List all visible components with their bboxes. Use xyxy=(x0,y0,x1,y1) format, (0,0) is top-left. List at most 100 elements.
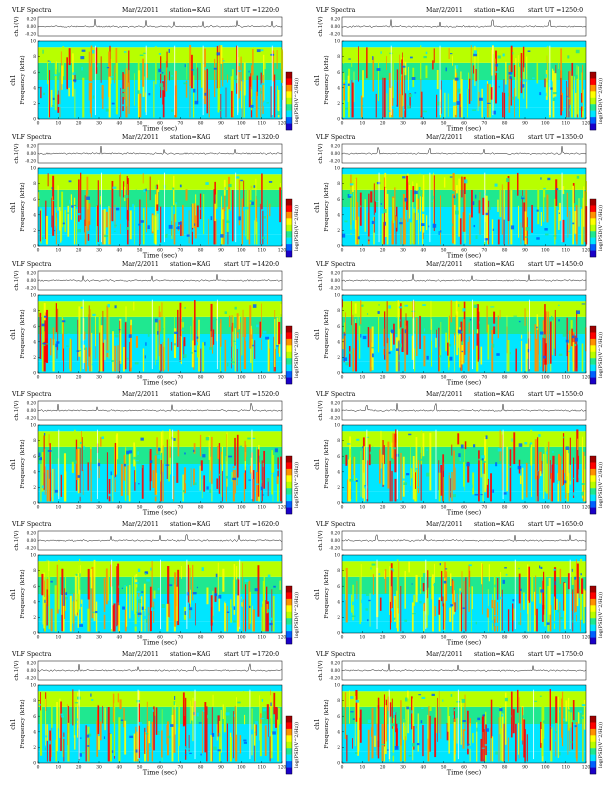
spectrogram-speck xyxy=(135,189,137,193)
spectrogram-speck xyxy=(277,111,281,115)
spectrogram-speck xyxy=(479,97,483,101)
colorbar-swatch xyxy=(286,244,292,251)
x-tick-label: 100 xyxy=(237,506,246,511)
spectrogram-speck xyxy=(495,63,498,67)
spectrogram-speck xyxy=(422,573,426,578)
spectrogram-speck xyxy=(42,237,44,240)
spectrogram-streak xyxy=(539,451,542,472)
spectrogram-streak xyxy=(412,698,414,761)
spectrogram-streak xyxy=(544,574,546,627)
y-tick-label: 10 xyxy=(30,554,36,559)
x-axis-label: Time (sec) xyxy=(447,252,482,260)
spectrogram-cells xyxy=(342,425,586,503)
spectrogram-streak xyxy=(43,572,45,629)
colorbar-swatch xyxy=(590,605,596,612)
spectrogram-streak xyxy=(383,77,386,118)
x-tick-label: 10 xyxy=(360,122,366,127)
spectrogram-speck xyxy=(137,612,142,615)
ch-axis-label: ch.1(V) xyxy=(317,530,324,550)
spectrogram-streak xyxy=(231,69,234,117)
spectrogram-speck xyxy=(218,473,222,476)
spectrogram-speck xyxy=(167,735,171,739)
spectrogram-streak xyxy=(389,702,392,717)
y-tick-label: 6 xyxy=(337,71,340,76)
spectrogram-streak xyxy=(546,55,548,83)
spectrogram-streak xyxy=(549,321,552,364)
spectrogram-streak xyxy=(575,722,578,759)
spectrogram-speck xyxy=(258,107,260,110)
spectrogram-streak xyxy=(192,203,194,228)
spectrogram-streak xyxy=(232,189,234,242)
panel-date: Mar/2/2011 xyxy=(426,521,463,528)
colorbar-swatch xyxy=(590,722,596,730)
spectrogram-streak xyxy=(142,207,145,245)
spectrogram-speck xyxy=(512,51,514,55)
spectrogram-streak xyxy=(201,479,203,499)
panel-header: VLF Spectra Mar/2/2011 station=KAG start UT… xyxy=(316,260,592,269)
spectrogram-streak xyxy=(221,209,224,220)
y-tick-label: 2 xyxy=(33,486,36,491)
channel-label: ch1 xyxy=(314,588,321,599)
spectrogram-speck xyxy=(225,712,230,716)
spectrogram-streak xyxy=(407,690,409,699)
spectrogram-streak xyxy=(358,46,359,82)
spectrogram-streak xyxy=(362,459,364,499)
spectrogram-speck xyxy=(343,83,346,86)
spectrogram-streak xyxy=(165,61,168,92)
spectrogram-streak xyxy=(574,335,576,372)
spectrogram-streak xyxy=(395,337,398,372)
spectrogram-streak xyxy=(206,706,208,762)
spectrogram-streak xyxy=(217,715,220,737)
spectrogram-streak xyxy=(377,48,379,102)
spectrogram-streak xyxy=(63,348,65,372)
spectrogram-streak xyxy=(400,700,402,746)
ch-y-tick-label: 0.20 xyxy=(331,661,341,666)
spectrogram-speck xyxy=(194,223,196,226)
spectrogram-streak xyxy=(433,48,435,63)
spectrogram-streak xyxy=(112,605,115,632)
y-tick-label: 2 xyxy=(33,356,36,361)
y-tick-label: 10 xyxy=(334,40,340,45)
spectrogram-speck xyxy=(126,734,129,737)
x-tick-label: 40 xyxy=(421,249,427,254)
spectrogram-streak xyxy=(114,65,116,84)
spectrogram-streak xyxy=(535,475,537,502)
spectrogram-streak xyxy=(565,700,568,722)
spectrogram-streak xyxy=(357,701,360,756)
spectrogram-streak xyxy=(547,441,550,500)
spectrogram-streak xyxy=(386,301,388,344)
spectrogram-speck xyxy=(547,177,551,181)
colorbar-swatch xyxy=(286,199,292,206)
spectrogram-streak xyxy=(249,465,251,474)
panel-station: station=KAG xyxy=(474,651,515,658)
spectrogram-speck xyxy=(122,88,126,92)
spectrogram-streak xyxy=(149,451,151,491)
ch-y-tick-label: 0.20 xyxy=(27,531,37,536)
spectrogram-streak xyxy=(46,724,49,741)
spectrogram-speck xyxy=(79,573,81,577)
spectrogram-streak xyxy=(389,460,391,502)
spectrogram-streak xyxy=(420,91,423,118)
spectrogram-speck xyxy=(414,92,417,94)
spectrogram-streak xyxy=(117,563,120,625)
spectrogram-speck xyxy=(344,220,348,223)
spectrogram-streak xyxy=(185,189,188,201)
spectrogram-speck xyxy=(455,210,459,215)
panel-title: VLF Spectra xyxy=(316,134,356,141)
spectrogram-streak xyxy=(155,707,158,735)
spectrogram-speck xyxy=(372,446,374,451)
spectrogram-speck xyxy=(412,613,416,615)
spectrogram-streak xyxy=(384,569,387,594)
channel-voltage-trace xyxy=(37,402,283,412)
spectrogram-speck xyxy=(145,470,148,473)
spectrogram-streak xyxy=(93,559,96,621)
spectrogram-streak xyxy=(159,344,161,370)
spectrogram-streak xyxy=(146,701,148,730)
spectrogram-streak xyxy=(429,691,432,712)
spectrogram-streak xyxy=(173,709,176,753)
spectrogram-streak xyxy=(234,437,236,466)
y-tick-label: 8 xyxy=(337,55,340,60)
spectrogram-streak xyxy=(74,735,76,750)
colorbar-swatch xyxy=(286,345,292,352)
